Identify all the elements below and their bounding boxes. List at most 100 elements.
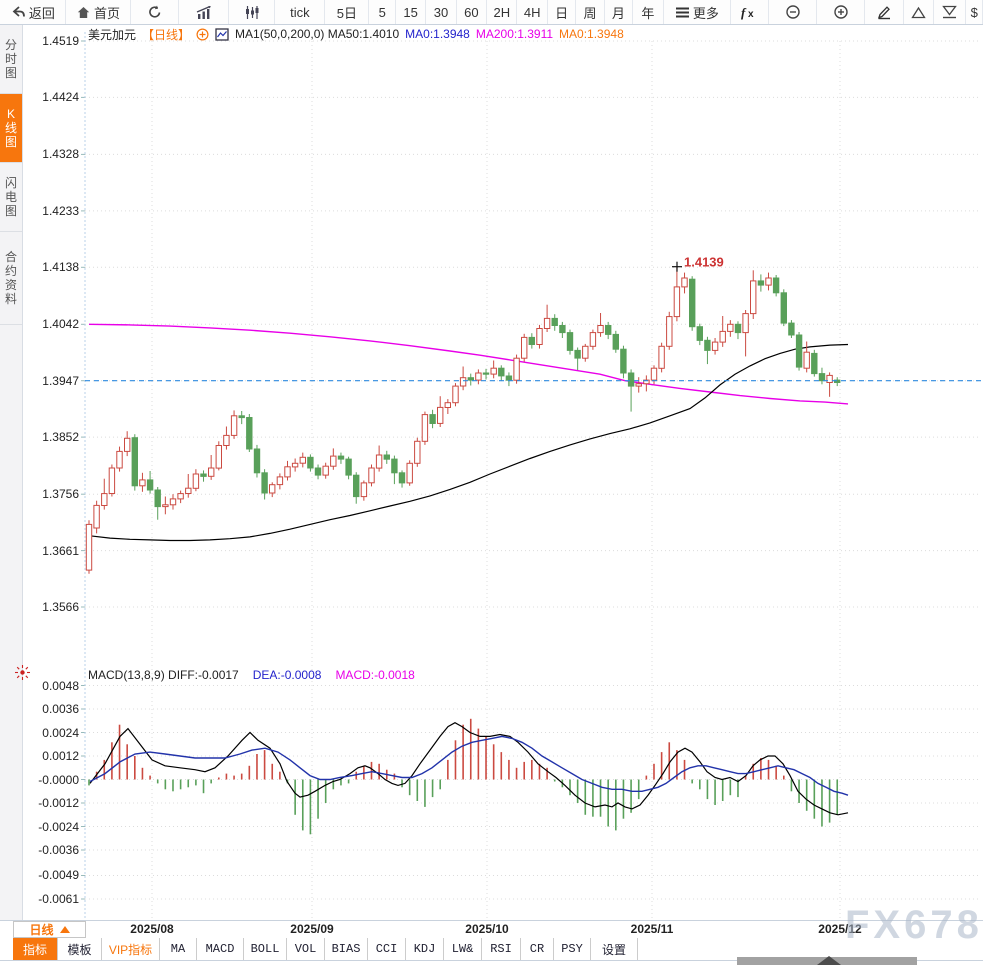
interval-5-button[interactable]: 5 bbox=[369, 0, 396, 24]
dollar-button-label: $ bbox=[970, 4, 978, 20]
indicator-button-label: CCI bbox=[375, 942, 398, 956]
price-axis-label: 1.4424 bbox=[42, 90, 79, 105]
chart-legend: 美元加元 【日线】 MA1(50,0,200,0) MA50:1.4010 MA… bbox=[88, 26, 624, 42]
add-indicator-icon[interactable] bbox=[196, 27, 209, 41]
interval-15-button[interactable]: 15 bbox=[396, 0, 427, 24]
sidebar-tab-char: 图 bbox=[4, 204, 17, 218]
indicator-button-macd[interactable]: MACD bbox=[197, 938, 244, 960]
ma-settings-icon[interactable] bbox=[215, 27, 229, 41]
x-axis-month-label: 2025/08 bbox=[130, 922, 174, 936]
indicator-button-label: RSI bbox=[490, 942, 512, 956]
back-button[interactable]: 返回 bbox=[0, 0, 66, 24]
dollar-button[interactable]: $ bbox=[966, 0, 983, 24]
triangle-up-icon bbox=[59, 926, 70, 933]
sidebar-tab-char: 线 bbox=[4, 121, 17, 135]
interval-5d-button[interactable]: 5日 bbox=[325, 0, 370, 24]
indicator-button-lw[interactable]: LW& bbox=[444, 938, 482, 960]
price-axis-label: 1.4519 bbox=[42, 34, 79, 48]
interval-week-button-label: 周 bbox=[583, 5, 597, 21]
interval-month-button[interactable]: 月 bbox=[605, 0, 634, 24]
zoom-in-button[interactable] bbox=[817, 0, 866, 24]
indicator-button-cci[interactable]: CCI bbox=[368, 938, 406, 960]
interval-5d-button-label: 5日 bbox=[336, 5, 358, 21]
macd-axis-label: 0.0048 bbox=[42, 678, 79, 693]
indicator-button-ma[interactable]: MA bbox=[160, 938, 197, 960]
zoom-out-button[interactable] bbox=[769, 0, 818, 24]
indicator-button-bias[interactable]: BIAS bbox=[325, 938, 368, 960]
interval-tick-button-label: tick bbox=[290, 4, 310, 20]
sidebar-tab-4[interactable]: 合约资料 bbox=[0, 232, 22, 325]
interval-2h-button[interactable]: 2H bbox=[487, 0, 518, 24]
x-axis-month-label: 2025/11 bbox=[630, 922, 674, 936]
candles-icon bbox=[244, 5, 260, 20]
indicator-button-boll[interactable]: BOLL bbox=[244, 938, 287, 960]
interval-30-button-label: 30 bbox=[433, 4, 449, 20]
indicator-settings-sun-icon[interactable] bbox=[14, 664, 31, 681]
macd-dea-value: DEA:-0.0008 bbox=[252, 668, 322, 682]
more-button[interactable]: 更多 bbox=[664, 0, 732, 24]
x-axis-month-label: 2025/10 bbox=[465, 922, 509, 936]
svg-text:1.4139: 1.4139 bbox=[684, 255, 724, 270]
candle-chart-button[interactable] bbox=[229, 0, 276, 24]
indicator-button-指标[interactable]: 指标 bbox=[13, 938, 58, 960]
ma200-value: MA200:1.3911 bbox=[475, 27, 554, 41]
interval-30-button[interactable]: 30 bbox=[426, 0, 457, 24]
indicator-button-psy[interactable]: PSY bbox=[554, 938, 591, 960]
ma0-orange-value: MA0:1.3948 bbox=[559, 27, 624, 41]
top-toolbar: 返回 首页 tick 5日 5 15 30 60 2H 4H 日周月年 更多 f x $ bbox=[0, 0, 983, 25]
triangle-up-button[interactable] bbox=[904, 0, 934, 24]
interval-60-button[interactable]: 60 bbox=[457, 0, 488, 24]
interval-week-button[interactable]: 周 bbox=[576, 0, 605, 24]
sidebar-tab-char: 料 bbox=[4, 292, 17, 306]
sidebar-tab-1[interactable]: 分时图 bbox=[0, 25, 22, 94]
svg-text:f: f bbox=[741, 5, 747, 20]
macd-axis-label: 0.0024 bbox=[42, 725, 79, 740]
indicator-button-kdj[interactable]: KDJ bbox=[406, 938, 444, 960]
interval-year-button[interactable]: 年 bbox=[633, 0, 664, 24]
refresh-icon bbox=[147, 4, 163, 20]
indicator-button-vip指标[interactable]: VIP指标 bbox=[102, 938, 160, 960]
interval-tick-button[interactable]: tick bbox=[275, 0, 326, 24]
indicator-button-vol[interactable]: VOL bbox=[287, 938, 325, 960]
indicator-button-设置[interactable]: 设置 bbox=[591, 938, 638, 960]
home-button-label: 首页 bbox=[93, 5, 120, 21]
triangle-down-button[interactable] bbox=[934, 0, 967, 24]
macd-hist-value: MACD:-0.0018 bbox=[335, 668, 415, 682]
macd-axis-label: -0.0024 bbox=[38, 819, 79, 834]
trend-chart-button[interactable] bbox=[179, 0, 230, 24]
draw-button[interactable] bbox=[865, 0, 904, 24]
indicator-button-cr[interactable]: CR bbox=[521, 938, 554, 960]
interval-4h-button[interactable]: 4H bbox=[517, 0, 548, 24]
macd-axis-label: -0.0012 bbox=[38, 796, 79, 810]
indicator-button-rsi[interactable]: RSI bbox=[482, 938, 521, 960]
bottom-panel-handle[interactable] bbox=[737, 956, 917, 965]
interval-day-button[interactable]: 日 bbox=[548, 0, 577, 24]
price-axis-label: 1.4328 bbox=[42, 147, 79, 162]
indicator-button-label: 模板 bbox=[67, 942, 92, 957]
sidebar-tab-char: 资 bbox=[4, 278, 17, 292]
x-axis-month-label: 2025/09 bbox=[290, 922, 334, 936]
back-button-label: 返回 bbox=[28, 5, 55, 21]
triangle-down-icon bbox=[941, 4, 958, 20]
sidebar-tab-char: K bbox=[6, 107, 15, 121]
indicator-button-label: MA bbox=[170, 942, 186, 956]
x-axis-month-label: 2025/12 bbox=[818, 922, 862, 936]
indicator-button-label: MACD bbox=[205, 942, 235, 956]
macd-axis-label: -0.0000 bbox=[38, 772, 79, 787]
period-label: 【日线】 bbox=[142, 27, 191, 42]
sidebar-tab-char: 图 bbox=[4, 66, 17, 80]
interval-2h-button-label: 2H bbox=[493, 4, 511, 20]
sidebar-tab-3[interactable]: 闪电图 bbox=[0, 163, 22, 232]
indicator-button-模板[interactable]: 模板 bbox=[58, 938, 102, 960]
home-button[interactable]: 首页 bbox=[66, 0, 132, 24]
period-selector[interactable]: 日线 bbox=[13, 921, 86, 938]
indicator-button-label: BOLL bbox=[250, 942, 280, 956]
interval-5-button-label: 5 bbox=[378, 4, 386, 20]
refresh-button[interactable] bbox=[131, 0, 180, 24]
macd-axis-label: 0.0036 bbox=[42, 702, 79, 716]
